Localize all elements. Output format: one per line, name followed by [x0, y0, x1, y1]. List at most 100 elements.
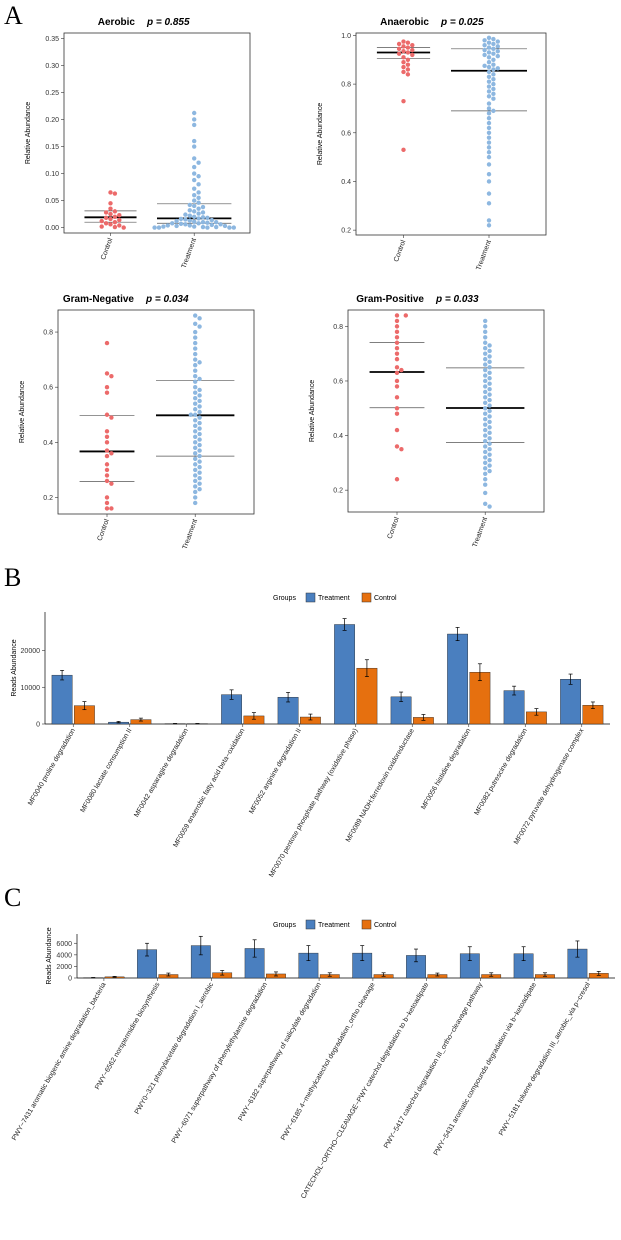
treatment-point: [193, 462, 198, 467]
treatment-point: [196, 200, 201, 205]
control-point: [112, 224, 118, 230]
y-axis-label: Relative Abundance: [317, 103, 324, 165]
treatment-point: [487, 370, 492, 375]
control-point: [394, 340, 400, 345]
x-category-label: MF0059 anaerobic fatty acid beta−oxidati…: [172, 727, 246, 848]
treatment-point: [209, 217, 214, 223]
control-point: [396, 51, 402, 56]
y-tick-label: 0.6: [341, 130, 351, 137]
x-category-label: MF0072 pyruvate dehydrogenase complex: [513, 727, 586, 846]
treatment-point: [483, 340, 488, 345]
control-point: [394, 384, 400, 389]
control-point: [104, 434, 110, 440]
control-point: [405, 40, 411, 45]
treatment-point: [183, 217, 188, 222]
x-category-label: Treatment: [475, 239, 492, 271]
treatment-point: [483, 362, 488, 367]
control-point: [410, 42, 415, 48]
treatment-point: [193, 362, 198, 368]
treatment-point: [483, 460, 488, 466]
treatment-point: [486, 125, 492, 131]
y-tick-label: 0.4: [341, 179, 351, 186]
treatment-point: [197, 437, 202, 442]
treatment-point: [165, 223, 170, 228]
control-point: [104, 440, 110, 445]
treatment-point: [197, 486, 202, 492]
treatment-point: [491, 57, 496, 62]
treatment-point: [483, 444, 488, 449]
control-point: [108, 211, 113, 217]
treatment-point: [495, 53, 500, 59]
treatment-point: [486, 111, 492, 116]
control-point: [104, 384, 110, 390]
control-point: [405, 57, 411, 62]
control-point: [104, 467, 110, 473]
legend-label: Control: [374, 595, 397, 602]
treatment-point: [487, 468, 492, 474]
treatment-point: [491, 91, 496, 97]
treatment-point: [483, 324, 488, 329]
control-point: [405, 72, 411, 77]
treatment-point: [205, 225, 210, 230]
control-point: [405, 67, 411, 72]
treatment-point: [482, 47, 487, 53]
treatment-point: [197, 387, 202, 393]
control-point: [112, 219, 118, 225]
control-point: [405, 50, 411, 55]
control-point: [104, 462, 110, 467]
p-value: p = 0.033: [435, 294, 479, 305]
control-point: [104, 453, 110, 459]
treatment-point: [193, 445, 198, 451]
y-axis-label: Relative Abundance: [19, 381, 26, 443]
treatment-point: [187, 218, 192, 223]
y-tick-label: 0.6: [43, 385, 53, 392]
y-tick-label: 20000: [21, 648, 41, 655]
treatment-point: [193, 373, 198, 379]
treatment-point: [486, 162, 492, 167]
control-point: [401, 64, 406, 70]
treatment-point: [483, 406, 488, 411]
treatment-legend-swatch: [305, 919, 316, 930]
plot-title: Anaerobic: [380, 17, 429, 28]
treatment-point: [193, 407, 198, 412]
control-point: [396, 46, 402, 52]
x-category-label: MF0042 asparagine degradation: [133, 727, 190, 818]
p-value: p = 0.034: [145, 294, 189, 305]
x-category-label: MF0080 lactate consumption II: [80, 727, 134, 813]
plot-title: Gram-Positive: [356, 294, 424, 305]
treatment-point: [196, 195, 201, 201]
control-point: [394, 335, 400, 340]
treatment-point: [487, 392, 492, 397]
p-value: p = 0.025: [440, 17, 484, 28]
legend-label: Treatment: [318, 922, 350, 929]
treatment-point: [482, 42, 487, 48]
treatment-point: [197, 420, 202, 426]
treatment-point: [214, 219, 219, 225]
control-point: [394, 427, 400, 433]
control-point: [104, 473, 110, 478]
treatment-point: [486, 69, 492, 75]
treatment-point: [486, 50, 492, 55]
legend-title: Groups: [273, 922, 296, 929]
x-category-label: MF0089 NADH:ferredoxin oxidoreductase: [345, 727, 416, 843]
treatment-point: [491, 46, 496, 52]
x-category-label: PWY−7431 aromatic biogenic amine degrada…: [11, 981, 108, 1141]
treatment-bar: [560, 679, 581, 725]
y-tick-label: 0: [36, 722, 40, 729]
treatment-point: [197, 398, 202, 404]
treatment-point: [486, 89, 492, 94]
control-point: [108, 206, 113, 211]
barchart-C: Groups Treatment Control 0 2000 4000 6000Reads…: [11, 919, 615, 1200]
treatment-point: [192, 192, 197, 198]
treatment-point: [197, 481, 202, 486]
treatment-point: [200, 224, 206, 230]
treatment-point: [483, 427, 488, 433]
treatment-point: [486, 74, 492, 80]
treatment-point: [197, 431, 202, 437]
control-point: [112, 191, 118, 196]
y-tick-label: 0.6: [333, 378, 343, 385]
x-category-label: PWY−5417 catechol degradation III_ortho−…: [383, 981, 484, 1150]
y-tick-label: 0.8: [333, 324, 343, 331]
treatment-point: [197, 459, 202, 464]
